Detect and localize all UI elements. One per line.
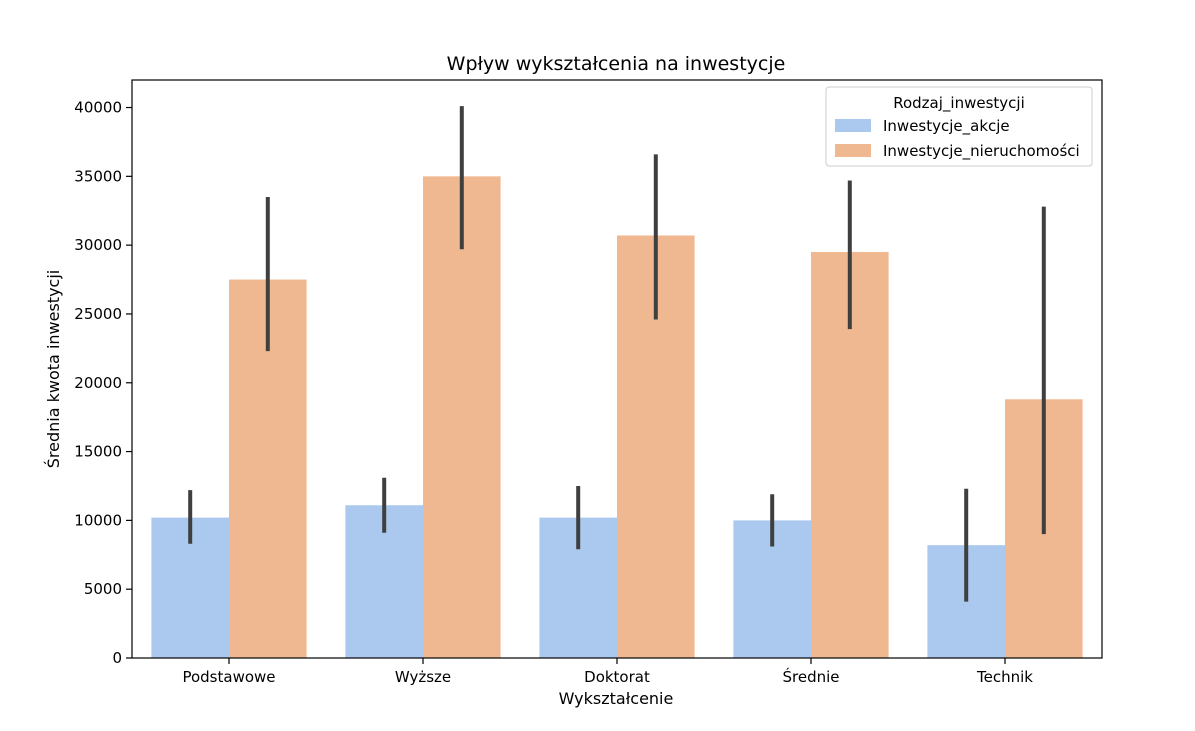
y-tick-label-5: 25000 (74, 305, 122, 323)
y-tick-label-2: 10000 (74, 511, 122, 529)
legend-swatch-akcje (835, 119, 871, 132)
y-tick-label-0: 0 (112, 649, 122, 667)
plot-area (151, 106, 1083, 659)
legend: Rodzaj_inwestycji Inwestycje_akcje Inwes… (825, 86, 1093, 167)
legend-label-akcje: Inwestycje_akcje (883, 117, 1010, 136)
chart-title: Wpływ wykształcenia na inwestycje (447, 53, 786, 75)
y-tick-label-6: 30000 (74, 236, 122, 254)
x-axis-label: Wykształcenie (559, 689, 674, 708)
x-tick-label-2: Doktorat (584, 668, 650, 686)
y-axis: 0 5000 10000 15000 20000 25000 30000 35000 40000 (74, 99, 132, 667)
x-tick-label-4: Technik (976, 668, 1033, 686)
bar-1-1 (423, 176, 501, 659)
y-tick-label-8: 40000 (74, 99, 122, 117)
legend-swatch-nieruchomosci (835, 144, 871, 157)
legend-box (825, 86, 1093, 167)
x-tick-label-3: Średnie (782, 667, 839, 686)
legend-label-nieruchomosci: Inwestycje_nieruchomości (883, 142, 1080, 161)
y-tick-label-3: 15000 (74, 443, 122, 461)
x-tick-label-0: Podstawowe (182, 668, 275, 686)
legend-title: Rodzaj_inwestycji (893, 94, 1025, 113)
y-tick-label-7: 35000 (74, 167, 122, 185)
y-tick-label-4: 20000 (74, 374, 122, 392)
y-tick-label-1: 5000 (84, 580, 122, 598)
x-tick-label-1: Wyższe (395, 668, 451, 686)
y-axis-label: Średnia kwota inwestycji (44, 270, 63, 468)
x-axis: Podstawowe Wyższe Doktorat Średnie Technik (182, 658, 1033, 686)
